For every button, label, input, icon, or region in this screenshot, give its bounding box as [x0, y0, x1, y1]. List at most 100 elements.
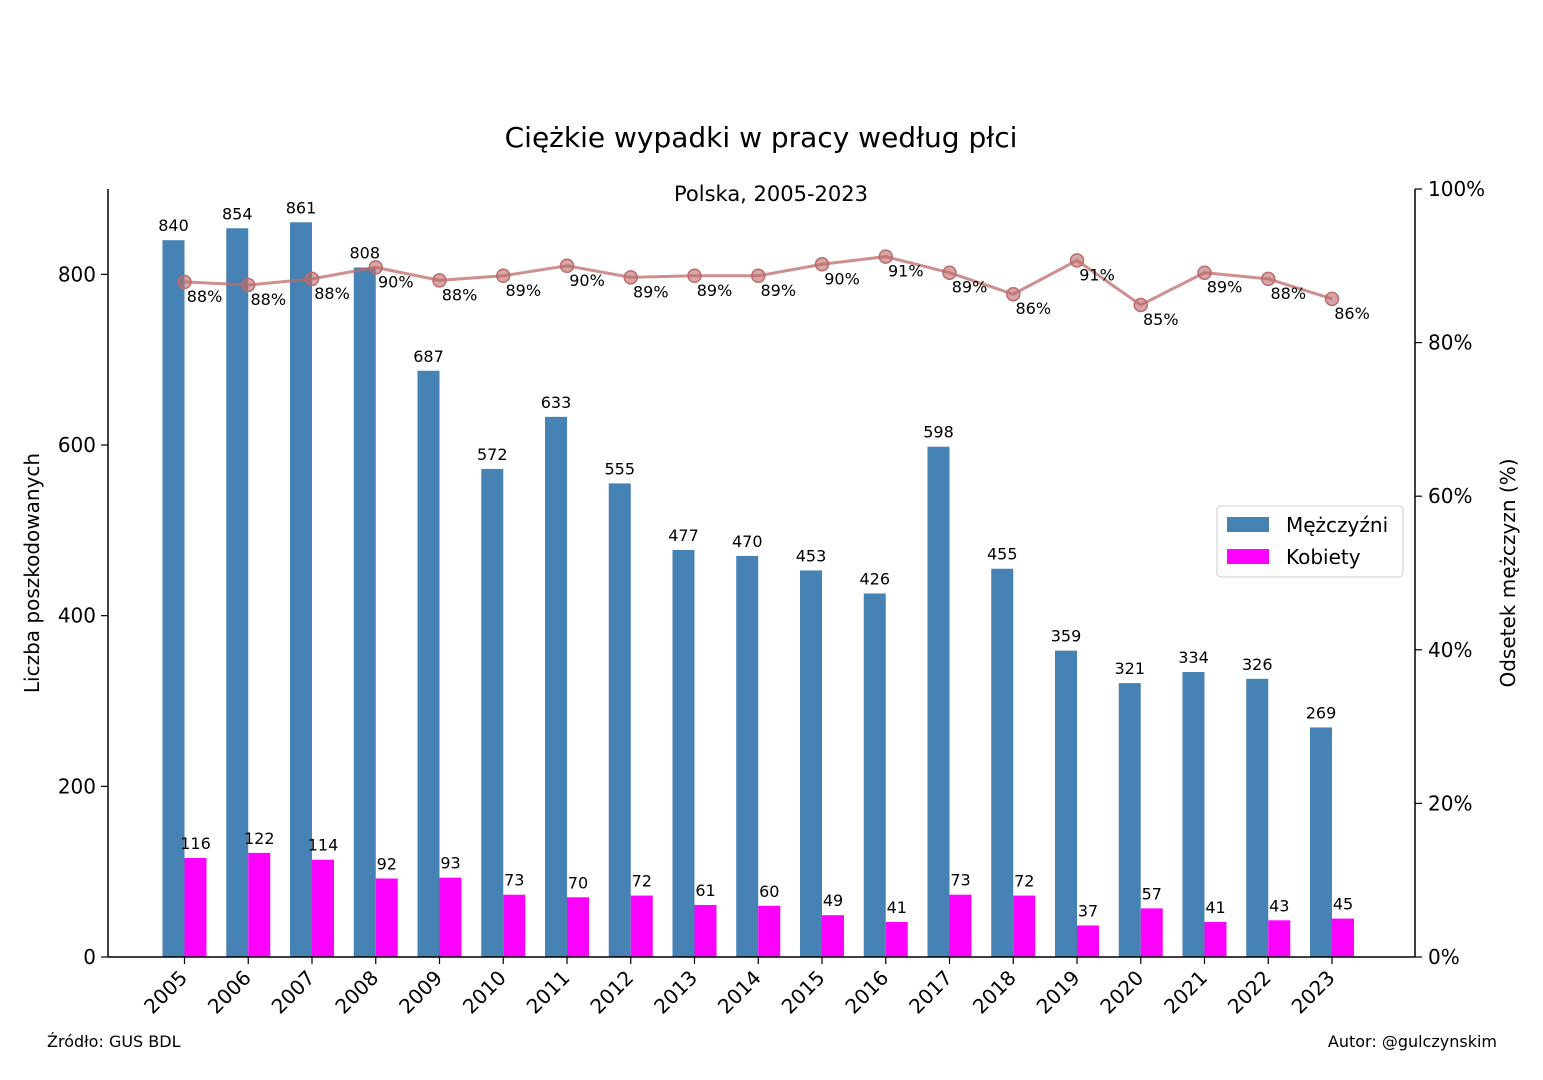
percent-point-2010 [496, 268, 511, 284]
label-women-2005: 116 [180, 834, 211, 853]
label-women-2022: 43 [1269, 896, 1289, 915]
y2-tick-label: 0% [1428, 945, 1460, 969]
label-men-2015: 453 [796, 546, 827, 565]
percent-point-2016 [878, 249, 893, 264]
percent-point-2006 [241, 277, 256, 293]
legend-label-women: Kobiety [1286, 545, 1361, 569]
legend-swatch-men [1227, 517, 1269, 532]
label-men-2012: 555 [604, 459, 635, 478]
bar-women-2013 [694, 904, 717, 957]
label-women-2017: 73 [950, 871, 970, 890]
y-axis-label: Liczba poszkodowanych [20, 453, 44, 693]
bar-men-2006 [226, 228, 249, 958]
bar-men-2007 [290, 222, 312, 957]
percent-point-2015 [814, 257, 830, 272]
bar-men-2011 [545, 416, 567, 958]
bar-men-2019 [1055, 650, 1077, 957]
label-men-2009: 687 [413, 347, 444, 366]
y-tick-label: 400 [58, 604, 96, 628]
label-men-2021: 334 [1178, 648, 1209, 667]
percent-point-2007 [304, 271, 320, 287]
x-tick-label: 2022 [1223, 966, 1276, 1019]
bars-layer [162, 222, 1354, 958]
label-men-2008: 808 [349, 244, 380, 263]
label-men-2019: 359 [1051, 627, 1082, 646]
y2-tick-label: 80% [1428, 331, 1472, 355]
y-tick-label: 800 [58, 262, 96, 286]
x-tick-label: 2005 [139, 966, 192, 1019]
label-men-2006: 854 [222, 204, 253, 223]
x-tick-label: 2020 [1095, 966, 1148, 1019]
percent-point-2017 [942, 265, 957, 280]
label-men-2017: 598 [923, 423, 954, 442]
bar-men-2016 [863, 593, 886, 957]
bar-women-2021 [1204, 922, 1227, 957]
y-tick-label: 0 [83, 945, 96, 969]
chart-subtitle: Polska, 2005-2023 [674, 182, 868, 206]
bar-women-2018 [1013, 895, 1036, 957]
label-women-2006: 122 [244, 829, 275, 848]
y2-tick-label: 100% [1428, 177, 1485, 201]
bar-men-2014 [736, 555, 759, 957]
bar-men-2010 [481, 468, 504, 957]
percent-point-2021 [1197, 265, 1212, 280]
label-women-2009: 93 [440, 854, 460, 873]
label-percent-2008: 90% [378, 272, 414, 291]
label-women-2021: 41 [1205, 898, 1225, 917]
x-tick-label: 2012 [585, 966, 638, 1019]
bar-men-2005 [162, 240, 185, 957]
bar-women-2022 [1268, 920, 1291, 957]
x-tick-label: 2013 [649, 966, 702, 1019]
label-percent-2017: 89% [952, 278, 988, 297]
label-men-2005: 840 [158, 216, 189, 235]
label-men-2011: 633 [541, 393, 572, 412]
bar-women-2006 [248, 852, 271, 957]
label-women-2016: 41 [887, 898, 907, 917]
y2-tick-label: 60% [1428, 484, 1472, 508]
label-percent-2007: 88% [314, 284, 350, 303]
label-percent-2016: 91% [888, 262, 924, 281]
bar-men-2017 [927, 446, 950, 957]
label-women-2012: 72 [632, 872, 652, 891]
label-percent-2006: 88% [250, 290, 286, 309]
label-men-2016: 426 [859, 569, 890, 588]
percent-point-2008 [368, 260, 383, 275]
y2-axis-label: Odsetek mężczyzn (%) [1496, 458, 1520, 687]
bar-men-2015 [800, 570, 822, 957]
bar-women-2023 [1332, 918, 1354, 957]
percent-point-2012 [623, 270, 638, 285]
legend-swatch-women [1227, 549, 1269, 564]
x-tick-label: 2018 [968, 966, 1021, 1019]
x-tick-label: 2009 [394, 966, 447, 1019]
y2-tick-label: 20% [1428, 791, 1472, 815]
label-women-2014: 60 [759, 882, 779, 901]
label-percent-2021: 89% [1207, 278, 1243, 297]
bar-women-2015 [822, 915, 844, 957]
label-percent-2009: 88% [442, 285, 478, 304]
legend-label-men: Mężczyźni [1286, 513, 1388, 537]
x-tick-label: 2008 [330, 966, 383, 1019]
label-women-2023: 45 [1333, 895, 1353, 914]
bar-women-2010 [503, 894, 526, 957]
chart-title: Ciężkie wypadki w pracy według płci [505, 121, 1018, 154]
label-women-2019: 37 [1078, 901, 1098, 920]
bar-men-2012 [608, 483, 631, 957]
bar-women-2012 [630, 895, 653, 957]
percent-point-2014 [751, 268, 766, 284]
x-tick-label: 2014 [713, 966, 766, 1019]
x-tick-label: 2015 [777, 966, 830, 1019]
label-percent-2015: 90% [824, 269, 860, 288]
label-men-2018: 455 [987, 545, 1018, 564]
percent-point-2005 [177, 274, 192, 290]
bar-women-2019 [1077, 925, 1099, 957]
x-tick-label: 2007 [267, 966, 320, 1019]
legend: Mężczyźni Kobiety [1216, 505, 1404, 578]
label-percent-2023: 86% [1334, 304, 1370, 323]
bar-men-2020 [1118, 683, 1141, 957]
percent-point-2013 [687, 268, 702, 284]
bar-men-2013 [672, 549, 695, 957]
label-men-2023: 269 [1306, 703, 1337, 722]
label-percent-2010: 89% [505, 281, 541, 300]
x-tick-label: 2023 [1287, 966, 1340, 1019]
